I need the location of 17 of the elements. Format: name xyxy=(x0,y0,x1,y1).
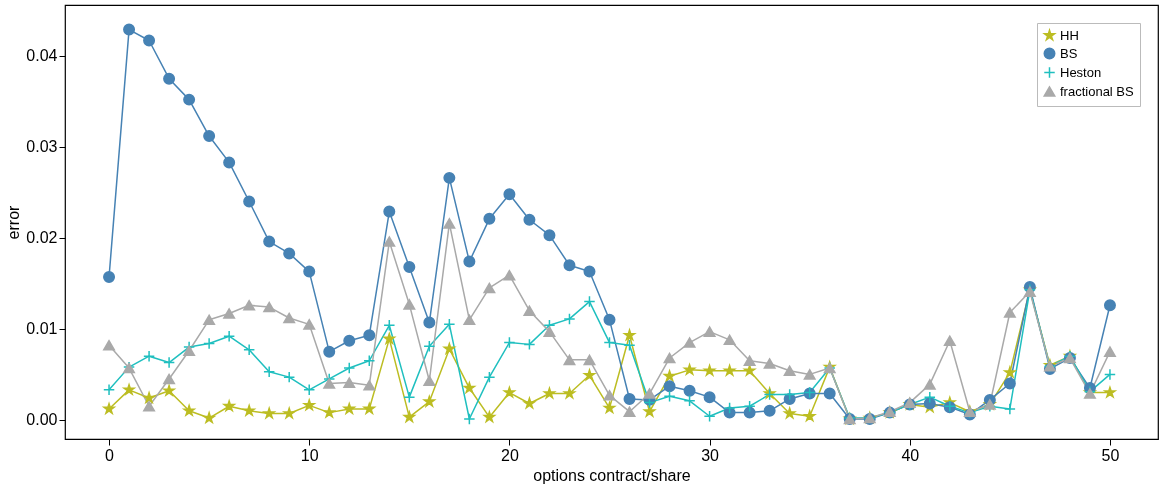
x-tick-label: 50 xyxy=(1101,446,1120,464)
x-tick-label: 40 xyxy=(901,446,920,464)
y-tick-label: 0.03 xyxy=(26,138,58,156)
y-tick-label: 0.01 xyxy=(26,320,58,338)
x-tick-label: 0 xyxy=(105,446,115,464)
legend-label: Heston xyxy=(1060,64,1102,80)
y-tick-label: 0.04 xyxy=(26,47,58,65)
x-tick-label: 20 xyxy=(501,446,519,464)
y-axis-title: error xyxy=(5,204,23,240)
legend-label: fractional BS xyxy=(1060,83,1135,99)
x-tick-label: 30 xyxy=(701,446,720,464)
y-tick-label: 0.00 xyxy=(26,411,58,429)
legend-label: HH xyxy=(1060,27,1079,43)
y-tick-label: 0.02 xyxy=(26,229,58,247)
x-axis-title: options contract/share xyxy=(533,466,691,484)
x-tick-label: 10 xyxy=(300,446,319,464)
legend-label: BS xyxy=(1060,45,1078,61)
